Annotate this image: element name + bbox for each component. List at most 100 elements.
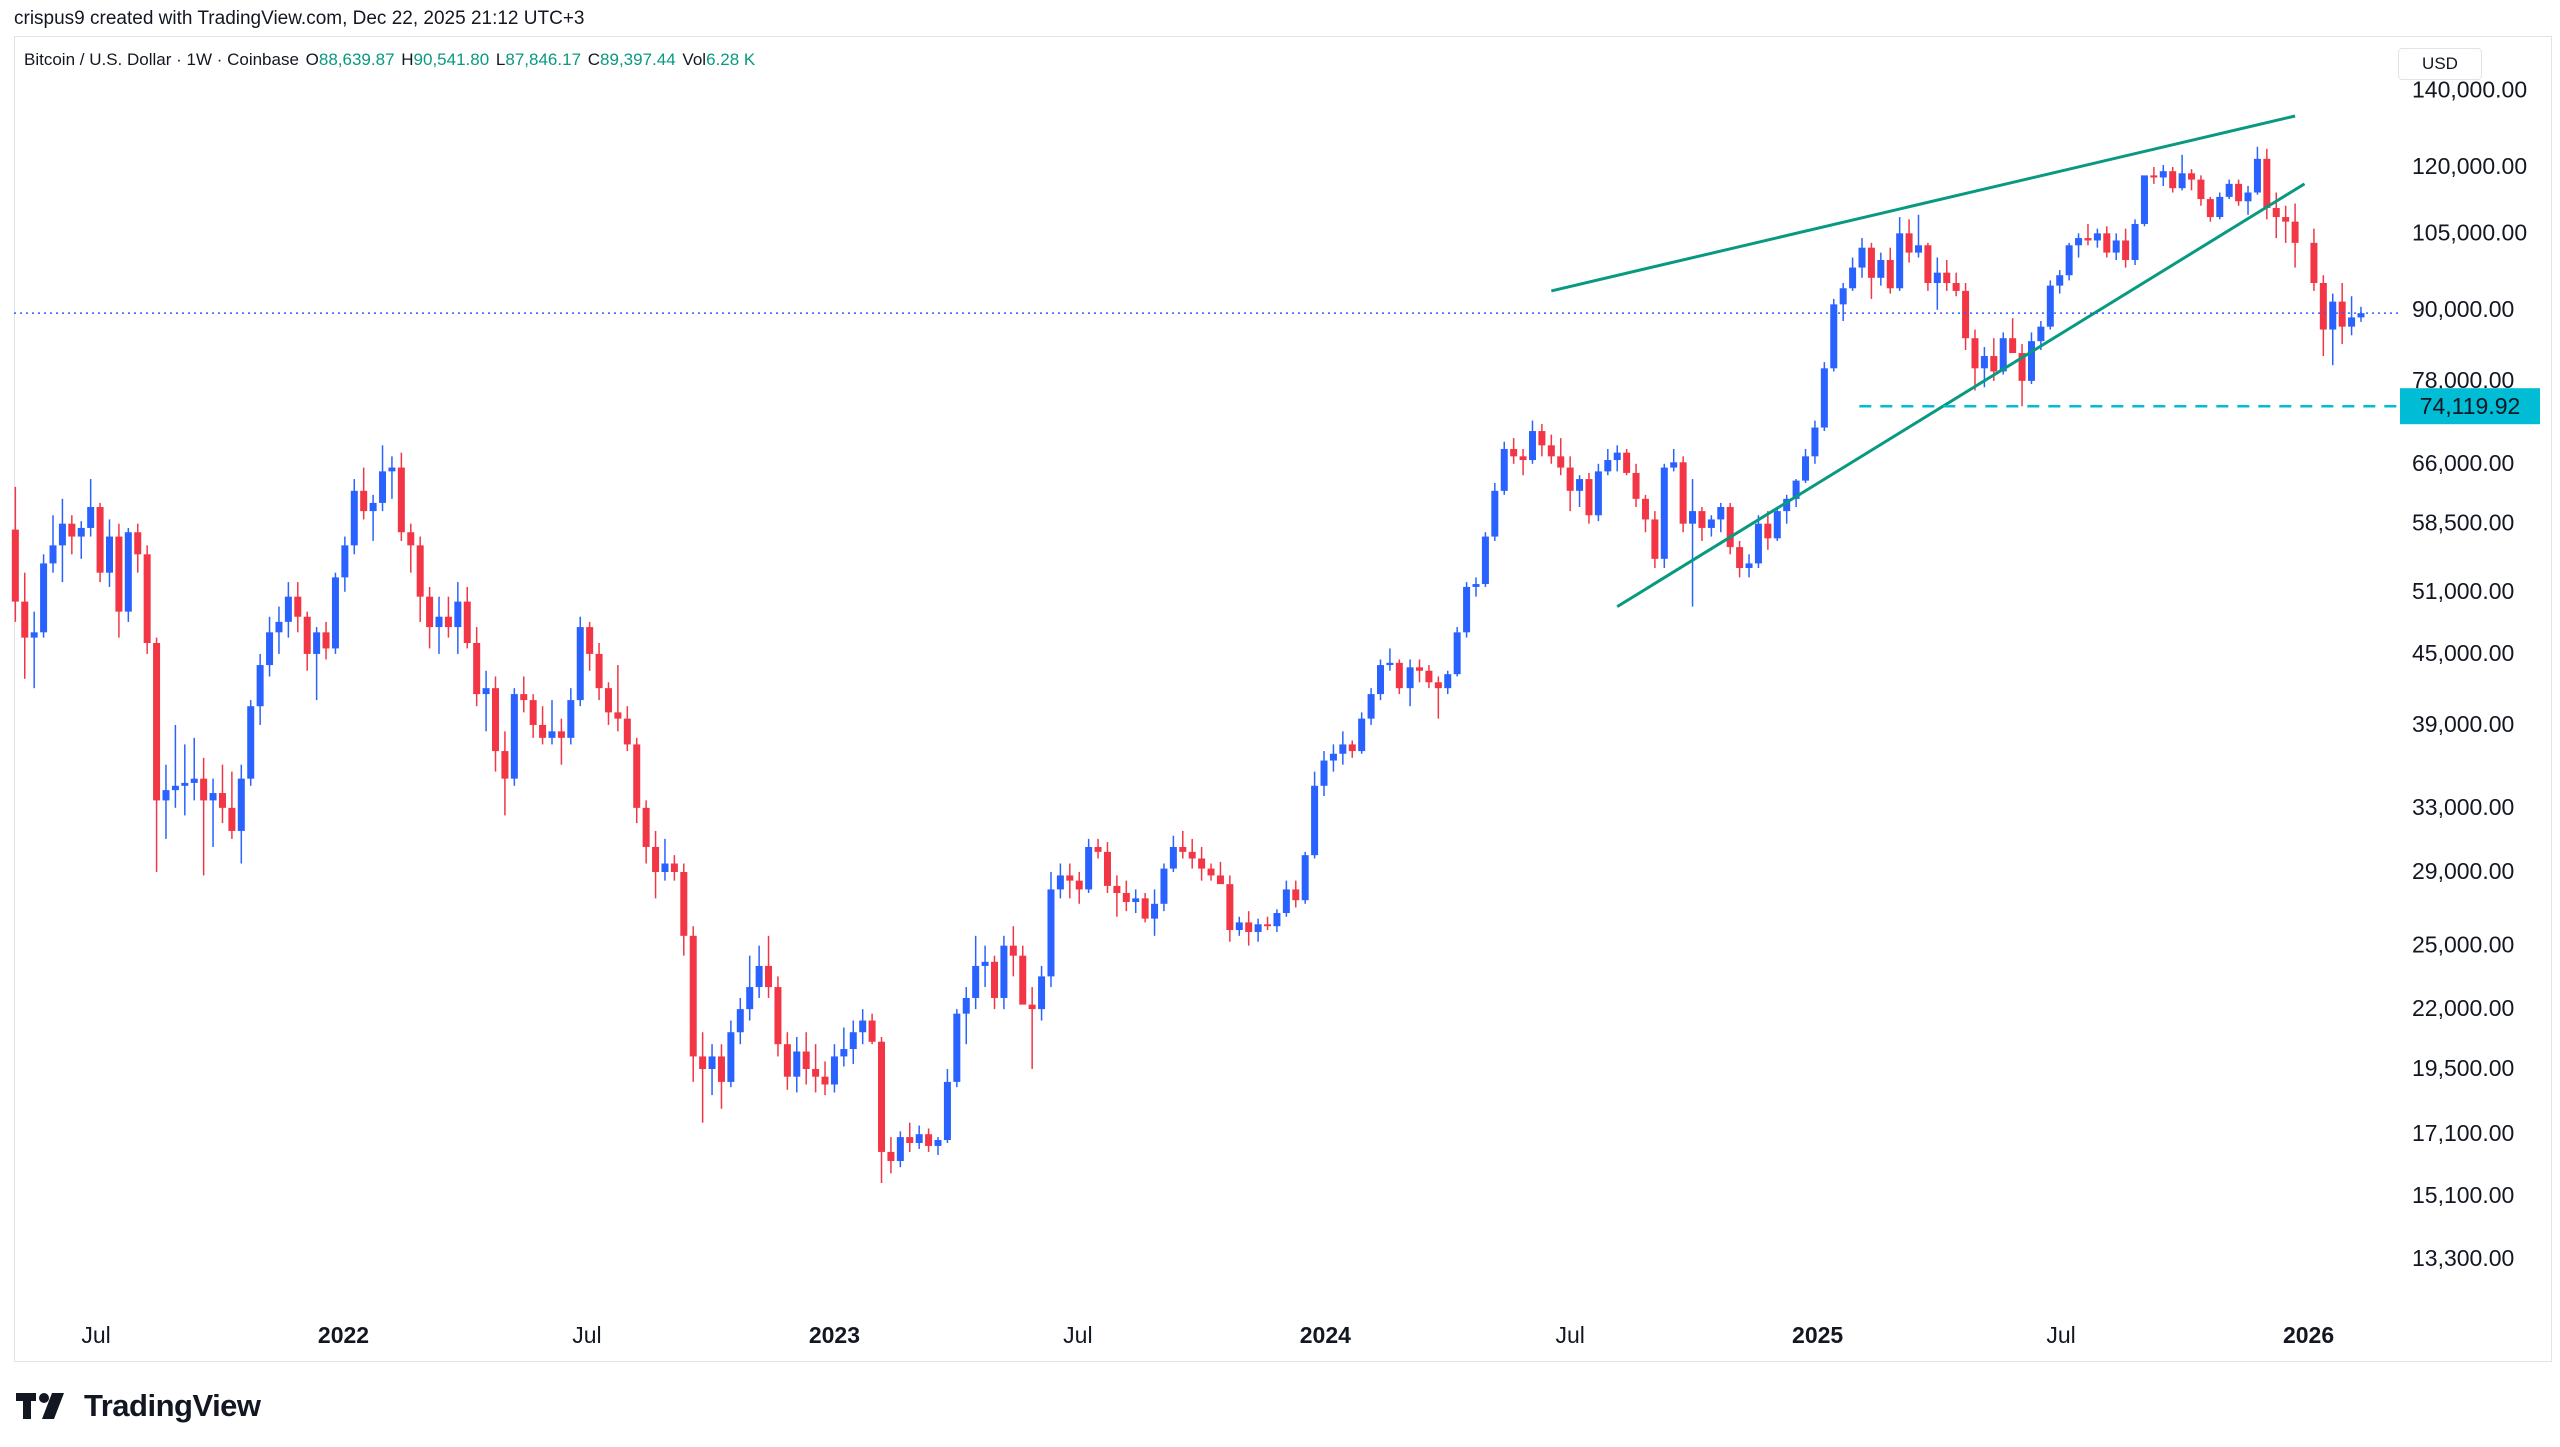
candle-down: [1557, 438, 1565, 476]
candle-body: [1009, 945, 1017, 956]
candle-up: [379, 445, 387, 512]
candle-body: [1933, 272, 1941, 284]
candle-body: [868, 1020, 876, 1042]
candle-body: [746, 987, 754, 1010]
candle-body: [1670, 462, 1678, 468]
candle-body: [1085, 846, 1093, 890]
candle-down: [1623, 448, 1631, 476]
x-tick-label: 2024: [1300, 1322, 1351, 1348]
candle-up: [209, 778, 217, 847]
candle-body: [247, 706, 255, 779]
tradingview-wordmark: TradingView: [84, 1388, 261, 1423]
candle-up: [2348, 296, 2356, 336]
candle-up: [2329, 293, 2337, 366]
candle-body: [953, 1013, 961, 1082]
candle-up: [661, 838, 669, 881]
candle-down: [2122, 228, 2130, 268]
candle-body: [1557, 456, 1565, 468]
candle-body: [567, 700, 575, 738]
candle-body: [915, 1134, 923, 1143]
candle-up: [934, 1137, 942, 1155]
y-tick-label: 58,500.00: [2412, 510, 2514, 536]
candle-up: [1463, 582, 1471, 638]
candle-body: [1858, 247, 1866, 268]
candle-body: [548, 731, 556, 738]
candle-body: [40, 563, 48, 633]
candle-up: [181, 744, 189, 816]
candle-body: [1141, 898, 1149, 919]
candle-body: [783, 1044, 791, 1077]
candle-body: [1952, 283, 1960, 291]
candle-down: [878, 1036, 886, 1183]
candle-up: [736, 997, 744, 1045]
x-tick-label: Jul: [572, 1322, 601, 1348]
candle-body: [1132, 898, 1140, 902]
x-tick-label: Jul: [1063, 1322, 1092, 1348]
candle-down: [1094, 838, 1102, 859]
candle-body: [1839, 288, 1847, 305]
candle-down: [1226, 875, 1234, 942]
symbol-name[interactable]: Bitcoin / U.S. Dollar · 1W · Coinbase: [24, 50, 299, 69]
candle-down: [689, 926, 697, 1082]
candle-body: [2018, 353, 2026, 381]
candle-body: [661, 863, 669, 872]
candle-up: [1160, 863, 1168, 912]
candle-body: [887, 1151, 895, 1162]
candle-body: [407, 532, 415, 546]
candle-body: [1226, 884, 1234, 931]
candle-up: [350, 479, 358, 555]
candle-up: [40, 554, 48, 638]
candle-up: [1839, 283, 1847, 321]
candle-body: [1339, 744, 1347, 754]
candle-down: [1736, 540, 1744, 578]
candle-body: [1792, 480, 1800, 499]
candle-body: [1500, 448, 1508, 491]
candle-body: [520, 694, 528, 701]
candle-body: [1103, 851, 1111, 886]
candle-body: [2263, 158, 2271, 208]
candle-body: [1641, 498, 1649, 520]
candle-body: [2131, 223, 2139, 261]
candle-up: [2093, 228, 2101, 248]
candle-up: [708, 1044, 716, 1096]
candle-down: [623, 706, 631, 752]
close-label: C: [587, 50, 601, 69]
candle-down: [1962, 283, 1970, 351]
candle-down: [821, 1061, 829, 1096]
currency-selector[interactable]: USD: [2398, 48, 2482, 80]
candle-body: [2027, 341, 2035, 381]
candle-down: [1764, 511, 1772, 550]
candle-down: [699, 1032, 707, 1123]
candle-body: [21, 601, 29, 638]
candle-down: [557, 718, 565, 765]
candle-body: [1613, 452, 1621, 461]
candle-up: [1367, 688, 1375, 725]
candle-up: [2216, 192, 2224, 220]
candle-up: [1358, 712, 1366, 754]
tradingview-logo[interactable]: TradingView: [16, 1388, 261, 1424]
candle-body: [68, 523, 76, 537]
candle-down: [1641, 494, 1649, 533]
candle-body: [105, 536, 113, 573]
candle-up: [1386, 648, 1394, 671]
candle-body: [2310, 242, 2318, 284]
candle-down: [1905, 219, 1913, 263]
candle-body: [1453, 632, 1461, 675]
candle-body: [341, 545, 349, 578]
candle-down: [1416, 659, 1424, 683]
candle-body: [2093, 233, 2101, 241]
candle-down: [2018, 344, 2026, 407]
candle-body: [990, 961, 998, 998]
candle-body: [2046, 285, 2054, 327]
candle-body: [1444, 674, 1452, 689]
candle-body: [1491, 490, 1499, 537]
candle-body: [444, 616, 452, 628]
candle-down: [2188, 169, 2196, 191]
candle-body: [896, 1137, 904, 1162]
candle-body: [1689, 511, 1697, 524]
candle-body: [369, 502, 377, 512]
candle-body: [1651, 519, 1659, 559]
candle-body: [1320, 760, 1328, 786]
candle-body: [1245, 922, 1253, 932]
